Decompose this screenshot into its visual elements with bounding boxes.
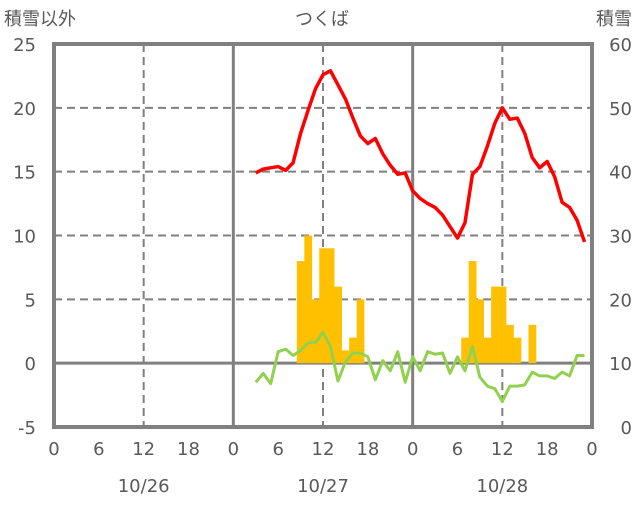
x-tick-label: 0 — [407, 439, 418, 460]
bar — [341, 350, 350, 364]
line-series — [254, 69, 587, 403]
plot-frame — [52, 42, 594, 429]
x-tick-label: 6 — [452, 439, 463, 460]
left-tick-label: -5 — [18, 418, 36, 439]
bar — [528, 324, 537, 364]
right-tick-label: 10 — [609, 354, 632, 375]
left-tick-label: 0 — [25, 354, 36, 375]
x-tick-label: 0 — [586, 439, 597, 460]
red-line — [254, 69, 587, 243]
x-tick-label: 6 — [272, 439, 283, 460]
left-tick-label: 20 — [13, 99, 36, 120]
x-tick-label: 12 — [132, 439, 155, 460]
chart-title: つくば — [295, 9, 349, 30]
date-label: 10/28 — [476, 476, 528, 497]
left-tick-label: 5 — [25, 290, 36, 311]
bar — [334, 286, 342, 364]
x-tick-label: 6 — [93, 439, 104, 460]
bar — [476, 299, 484, 364]
right-tick-label: 20 — [609, 290, 632, 311]
bar — [349, 337, 357, 364]
right-tick-label: 30 — [609, 227, 632, 248]
bar — [304, 235, 313, 364]
bar — [491, 286, 499, 364]
x-tick-label: 12 — [312, 439, 335, 460]
bar — [461, 337, 470, 364]
bar — [356, 299, 365, 364]
bar — [468, 261, 477, 364]
left-axis-label: 積雪以外 — [4, 9, 76, 30]
x-tick-label: 0 — [228, 439, 239, 460]
date-label: 10/27 — [297, 476, 349, 497]
right-tick-label: 50 — [609, 99, 632, 120]
bar — [506, 324, 514, 364]
bar — [513, 337, 522, 364]
right-axis-label: 積雪 — [596, 9, 632, 30]
x-tick-label: 18 — [177, 439, 200, 460]
left-tick-label: 15 — [13, 163, 36, 184]
bar-series — [296, 235, 537, 364]
x-tick-label: 0 — [48, 439, 59, 460]
x-tick-label: 18 — [356, 439, 379, 460]
bar — [296, 261, 305, 364]
bar — [498, 286, 507, 364]
x-tick-label: 18 — [536, 439, 559, 460]
x-tick-label: 12 — [491, 439, 514, 460]
date-label: 10/26 — [118, 476, 170, 497]
bar — [311, 299, 320, 364]
right-tick-label: 0 — [621, 418, 632, 439]
bar — [483, 337, 492, 364]
bar — [319, 248, 328, 364]
green-line — [254, 331, 585, 403]
left-tick-label: 10 — [13, 227, 36, 248]
grid — [54, 44, 592, 427]
bar — [326, 248, 335, 364]
right-tick-label: 60 — [609, 35, 632, 56]
left-tick-label: 25 — [13, 35, 36, 56]
right-tick-label: 40 — [609, 163, 632, 184]
